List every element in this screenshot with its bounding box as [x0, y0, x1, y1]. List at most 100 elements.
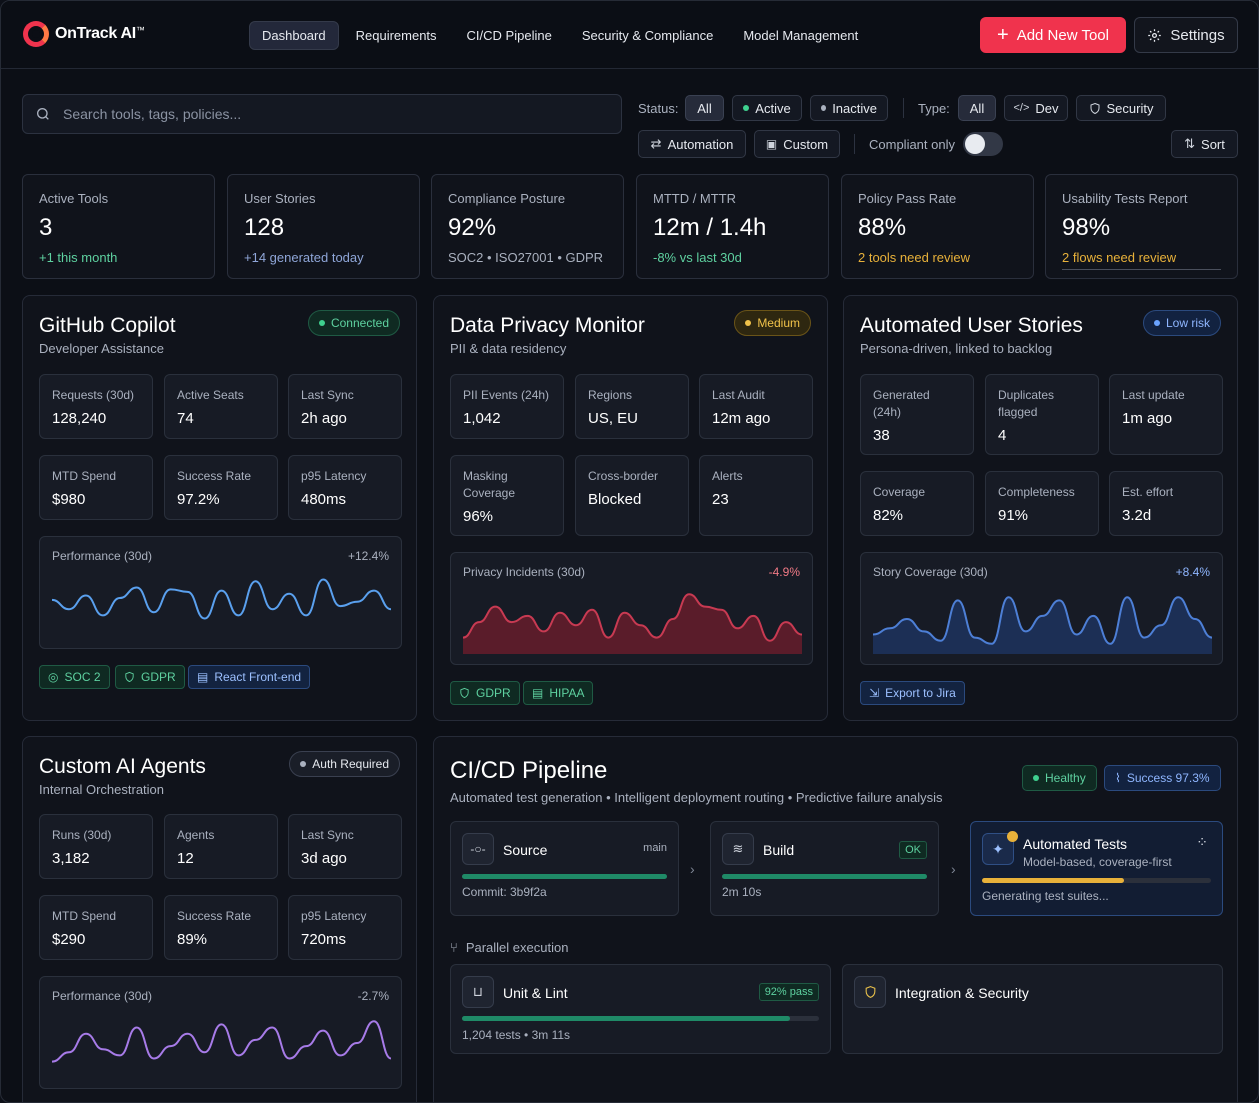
nav-cicd-pipeline[interactable]: CI/CD Pipeline — [466, 28, 552, 43]
stage-meta: 2m 10s — [722, 885, 762, 899]
chart-label: Story Coverage (30d) — [873, 565, 988, 579]
type-dev-chip[interactable]: </> Dev — [1004, 95, 1068, 121]
react-frontend-tag[interactable]: ▤ React Front-end — [188, 665, 311, 689]
sort-button[interactable]: ⇅ Sort — [1171, 130, 1238, 158]
cicd-pipeline-card: CI/CD Pipeline Automated test generation… — [433, 736, 1238, 1102]
stage-integration-security[interactable]: Integration & Security — [842, 964, 1223, 1054]
stat-sub: +14 generated today — [244, 250, 364, 265]
metric-tile: Last Audit 12m ago — [699, 374, 813, 439]
status-dot-icon — [1033, 775, 1039, 781]
add-new-tool-button[interactable]: + Add New Tool — [980, 17, 1126, 53]
ok-badge: OK — [899, 841, 927, 859]
stage-source[interactable]: -○- Source main Commit: 3b9f2a — [450, 821, 679, 916]
settings-button[interactable]: Settings — [1134, 17, 1238, 53]
nav-model-management[interactable]: Model Management — [743, 28, 859, 43]
shield-icon — [1090, 102, 1100, 114]
type-all-chip[interactable]: All — [958, 95, 996, 121]
sparkline-line — [872, 596, 1213, 645]
metric-tile: p95 Latency 720ms — [288, 895, 402, 960]
metric-tile: Generated (24h) 38 — [860, 374, 974, 455]
privacy-incidents-area — [462, 593, 803, 654]
chart-delta: +12.4% — [347, 549, 389, 563]
nav-security-compliance[interactable]: Security & Compliance — [581, 28, 714, 43]
metric-label: Last Sync — [301, 388, 354, 402]
card-subtitle: PII & data residency — [450, 341, 567, 356]
gdpr-tag[interactable]: GDPR — [115, 665, 185, 689]
export-to-jira-button[interactable]: ⇲ Export to Jira — [860, 681, 965, 705]
stat-value: 98% — [1062, 214, 1111, 241]
compliant-only-toggle[interactable] — [963, 132, 1003, 156]
tag-label: React Front-end — [214, 670, 302, 684]
card-title: Automated User Stories — [860, 314, 1083, 337]
stat-value: 3 — [39, 214, 53, 241]
stage-progress — [462, 1016, 819, 1021]
hipaa-tag[interactable]: ▤ HIPAA — [523, 681, 594, 705]
card-subtitle: Developer Assistance — [39, 341, 165, 356]
tag-label: GDPR — [141, 670, 176, 684]
stage-name: Source — [503, 842, 548, 858]
performance-chart: Performance (30d) +12.4% — [39, 536, 402, 649]
metric-value: 96% — [463, 508, 494, 525]
nav-requirements[interactable]: Requirements — [355, 28, 437, 43]
pipeline-subtitle: Automated test generation • Intelligent … — [450, 790, 943, 805]
metric-value: 4 — [998, 427, 1007, 444]
performance-sparkline — [51, 578, 392, 620]
stage-progress — [722, 874, 927, 879]
sparkline-line — [51, 578, 392, 620]
stat-title: Active Tools — [39, 191, 109, 206]
refresh-icon: ⇄ — [650, 136, 662, 151]
type-security-chip[interactable]: Security — [1076, 95, 1166, 121]
stage-progress-fill — [462, 874, 667, 879]
logo[interactable]: OnTrack AI ™ — [23, 21, 145, 47]
stage-name: Build — [763, 842, 795, 858]
stat-sub: 2 flows need review — [1062, 250, 1221, 270]
status-active-chip[interactable]: Active — [732, 95, 802, 121]
soc2-tag[interactable]: ◎ SOC 2 — [39, 665, 110, 689]
stage-name: Unit & Lint — [503, 985, 568, 1001]
stat-title: User Stories — [244, 191, 316, 206]
badge-label: Auth Required — [312, 757, 389, 771]
metric-tile: MTD Spend $980 — [39, 455, 153, 520]
metric-value: 3d ago — [301, 850, 347, 867]
search-input[interactable] — [63, 106, 583, 122]
type-custom-chip[interactable]: ▣ Custom — [754, 130, 840, 158]
stat-title: Policy Pass Rate — [858, 191, 957, 206]
type-automation-chip[interactable]: ⇄ Automation — [638, 130, 746, 158]
metric-label: Duplicates flagged — [998, 388, 1055, 419]
chart-delta: +8.4% — [1175, 565, 1210, 579]
stage-progress-fill — [982, 878, 1124, 883]
metric-tile: Cross-border Blocked — [575, 455, 689, 536]
metric-label: Requests (30d) — [52, 388, 135, 402]
stage-progress — [982, 878, 1211, 883]
gdpr-tag[interactable]: GDPR — [450, 681, 520, 705]
sparkline-line — [462, 593, 803, 642]
parallel-label: Parallel execution — [465, 940, 569, 955]
status-all-chip[interactable]: All — [685, 95, 724, 121]
stat-card-active-tools[interactable]: Active Tools 3 +1 this month — [22, 174, 215, 279]
card-title: GitHub Copilot — [39, 314, 176, 337]
metric-tile: MTD Spend $290 — [39, 895, 153, 960]
file-check-icon: ▤ — [532, 686, 544, 700]
stage-build[interactable]: ≋ Build OK 2m 10s — [710, 821, 939, 916]
metric-value: 3.2d — [1122, 507, 1152, 524]
stat-card-mttd-mttr[interactable]: MTTD / MTTR 12m / 1.4h -8% vs last 30d — [636, 174, 829, 279]
metric-tile: Success Rate 97.2% — [164, 455, 278, 520]
stage-unit-lint[interactable]: ⊔ Unit & Lint 92% pass 1,204 tests • 3m … — [450, 964, 831, 1054]
stat-card-usability-tests[interactable]: Usability Tests Report 98% 2 flows need … — [1045, 174, 1238, 279]
stat-card-user-stories[interactable]: User Stories 128 +14 generated today — [227, 174, 420, 279]
card-subtitle: Persona-driven, linked to backlog — [860, 341, 1053, 356]
privacy-incidents-chart: Privacy Incidents (30d) -4.9% — [450, 552, 813, 665]
metric-tile: Agents 12 — [164, 814, 278, 879]
stat-card-policy-pass-rate[interactable]: Policy Pass Rate 88% 2 tools need review — [841, 174, 1034, 279]
status-inactive-chip[interactable]: Inactive — [810, 95, 888, 121]
plus-icon: + — [997, 24, 1009, 46]
badge-label: Low risk — [1165, 316, 1210, 330]
running-indicator-icon — [1007, 831, 1018, 842]
stage-automated-tests[interactable]: ✦ Automated Tests Model-based, coverage-… — [970, 821, 1223, 916]
top-bar: OnTrack AI ™ Dashboard Requirements CI/CD… — [1, 1, 1258, 69]
nav-dashboard[interactable]: Dashboard — [249, 21, 339, 50]
metric-label: Active Seats — [177, 388, 244, 402]
metric-label: Success Rate — [177, 469, 252, 483]
stat-card-compliance-posture[interactable]: Compliance Posture 92% SOC2 • ISO27001 •… — [431, 174, 624, 279]
metric-tile: Completeness 91% — [985, 471, 1099, 536]
